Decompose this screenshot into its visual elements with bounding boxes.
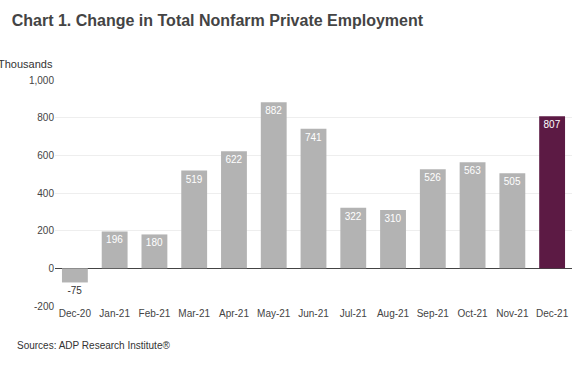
svg-text:741: 741 bbox=[305, 132, 322, 143]
svg-text:200: 200 bbox=[37, 225, 54, 236]
svg-text:622: 622 bbox=[225, 154, 242, 165]
svg-text:0: 0 bbox=[48, 263, 54, 274]
svg-text:-75: -75 bbox=[67, 285, 82, 296]
svg-text:526: 526 bbox=[424, 172, 441, 183]
svg-text:Jul-21: Jul-21 bbox=[340, 308, 368, 319]
svg-text:882: 882 bbox=[265, 105, 282, 116]
svg-text:Nov-21: Nov-21 bbox=[496, 308, 529, 319]
svg-text:Mar-21: Mar-21 bbox=[178, 308, 210, 319]
svg-text:322: 322 bbox=[345, 211, 362, 222]
svg-text:Dec-21: Dec-21 bbox=[536, 308, 569, 319]
svg-text:196: 196 bbox=[106, 234, 123, 245]
svg-text:Feb-21: Feb-21 bbox=[139, 308, 171, 319]
svg-text:180: 180 bbox=[146, 237, 163, 248]
svg-text:Oct-21: Oct-21 bbox=[458, 308, 488, 319]
svg-text:Sep-21: Sep-21 bbox=[417, 308, 450, 319]
svg-text:Apr-21: Apr-21 bbox=[219, 308, 249, 319]
svg-text:Aug-21: Aug-21 bbox=[377, 308, 410, 319]
svg-text:Jun-21: Jun-21 bbox=[298, 308, 329, 319]
svg-text:May-21: May-21 bbox=[257, 308, 291, 319]
svg-text:807: 807 bbox=[544, 119, 561, 130]
svg-text:505: 505 bbox=[504, 176, 521, 187]
svg-text:Jan-21: Jan-21 bbox=[99, 308, 130, 319]
svg-text:800: 800 bbox=[37, 112, 54, 123]
svg-text:519: 519 bbox=[186, 174, 203, 185]
svg-text:Thousands: Thousands bbox=[0, 58, 53, 70]
svg-text:1,000: 1,000 bbox=[29, 75, 54, 86]
svg-text:Sources: ADP Research Institut: Sources: ADP Research Institute® bbox=[17, 340, 170, 351]
svg-text:310: 310 bbox=[384, 213, 401, 224]
svg-text:Chart 1. Change in Total Nonfa: Chart 1. Change in Total Nonfarm Private… bbox=[12, 12, 424, 29]
svg-text:400: 400 bbox=[37, 188, 54, 199]
svg-text:600: 600 bbox=[37, 150, 54, 161]
svg-text:563: 563 bbox=[464, 165, 481, 176]
svg-text:Dec-20: Dec-20 bbox=[59, 308, 92, 319]
svg-text:-200: -200 bbox=[34, 301, 54, 312]
